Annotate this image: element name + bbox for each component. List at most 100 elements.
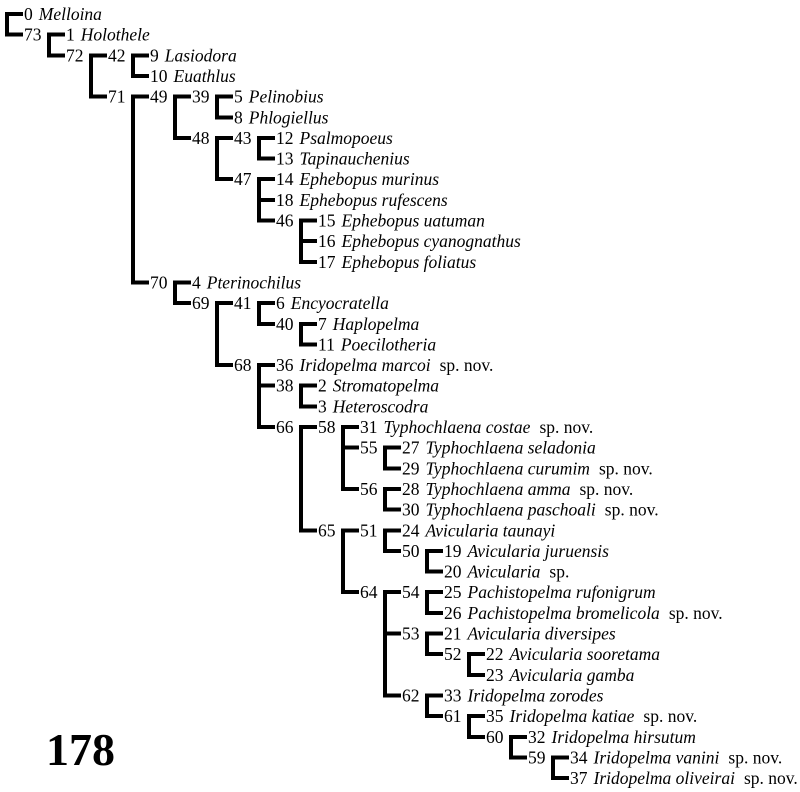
branch-line (257, 197, 275, 202)
branch-line (383, 590, 401, 595)
clade-bracket-41 (257, 301, 261, 326)
taxon-suffix: sp. nov. (599, 458, 653, 478)
taxon-name: Pterinochilus (206, 272, 301, 292)
branch-line (215, 135, 233, 140)
tip-number: 11 (318, 334, 335, 354)
tip-number: 23 (486, 665, 504, 685)
tip-number: 27 (402, 438, 420, 458)
tip-label-32: 32 Iridopelma hirsutum (528, 727, 696, 747)
branch-line (131, 280, 149, 285)
tip-label-10: 10 Euathlus (150, 66, 236, 86)
taxon-name: Ephebopus murinus (299, 169, 440, 189)
tip-number: 12 (276, 128, 294, 148)
branch-line (173, 301, 191, 306)
branch-line (299, 259, 317, 264)
clade-bracket-48 (215, 135, 219, 182)
node-label-54: 54 (402, 582, 420, 602)
tip-label-16: 16 Ephebopus cyanognathus (318, 231, 521, 251)
branch-line (383, 466, 401, 471)
taxon-name: Poecilotheria (340, 334, 437, 354)
branch-line (425, 631, 443, 636)
taxon-name: Typhochlaena amma (426, 479, 571, 499)
clade-bracket-42 (131, 53, 135, 78)
clade-bracket-49 (173, 94, 177, 140)
clade-bracket-70 (173, 280, 177, 306)
node-label-73: 73 (24, 25, 42, 45)
branch-line (551, 776, 569, 781)
tip-number: 2 (318, 376, 327, 396)
node-label-69: 69 (192, 293, 210, 313)
branch-line (299, 383, 317, 388)
clade-bracket-40 (299, 321, 303, 347)
branch-line (299, 342, 317, 347)
node-label-56: 56 (360, 479, 378, 499)
tip-number: 0 (24, 4, 33, 24)
taxon-name: Iridopelma vanini (593, 747, 720, 767)
branch-line (341, 445, 359, 450)
branch-line (467, 714, 485, 719)
clade-bracket-39 (215, 94, 219, 120)
tip-number: 3 (318, 396, 327, 416)
node-label-51: 51 (360, 520, 378, 540)
taxon-name: Typhochlaena costae (384, 417, 531, 437)
branch-line (425, 652, 443, 657)
tip-label-19: 19 Avicularia juruensis (444, 541, 609, 561)
clade-bracket-71 (131, 94, 135, 285)
branch-line (383, 528, 401, 533)
node-label-46: 46 (276, 211, 294, 231)
node-label-59: 59 (528, 747, 546, 767)
branch-line (131, 53, 149, 58)
clade-bracket-62 (425, 693, 429, 719)
branch-line (215, 363, 233, 368)
tip-number: 17 (318, 252, 336, 272)
tip-label-4: 4 Pterinochilus (192, 272, 301, 292)
branch-line (173, 135, 191, 140)
taxon-name: Typhochlaena curumim (426, 458, 590, 478)
tip-label-14: 14 Ephebopus murinus (276, 169, 439, 189)
branch-line (215, 301, 233, 306)
branch-line (425, 693, 443, 698)
taxon-name: Typhochlaena paschoali (426, 500, 596, 520)
taxon-name: Ephebopus foliatus (341, 252, 477, 272)
taxon-name: Avicularia juruensis (467, 541, 610, 561)
tip-label-12: 12 Psalmopoeus (276, 128, 393, 148)
branch-line (257, 321, 275, 326)
taxon-suffix: sp. nov. (440, 355, 494, 375)
branch-line (215, 115, 233, 120)
clade-bracket-61 (467, 714, 471, 739)
branch-line (425, 610, 443, 615)
branch-line (299, 321, 317, 326)
branch-line (383, 486, 401, 491)
taxon-suffix: sp. nov. (728, 747, 782, 767)
taxon-name: Melloina (38, 4, 102, 24)
taxon-name: Encyocratella (290, 293, 389, 313)
tip-number: 35 (486, 706, 504, 726)
node-label-68: 68 (234, 355, 252, 375)
branch-line (425, 548, 443, 553)
clade-bracket-53 (425, 631, 429, 657)
branch-line (425, 590, 443, 595)
tip-label-28: 28 Typhochlaena amma sp. nov. (402, 479, 633, 499)
branch-line (383, 548, 401, 553)
tip-label-36: 36 Iridopelma marcoi sp. nov. (276, 355, 493, 375)
taxon-suffix: sp. (549, 562, 569, 582)
node-label-42: 42 (108, 45, 126, 65)
node-label-62: 62 (402, 685, 420, 705)
branch-line (89, 53, 107, 58)
tip-number: 13 (276, 149, 294, 169)
clade-bracket-55 (383, 445, 387, 471)
branch-line (383, 693, 401, 698)
tip-number: 6 (276, 293, 285, 313)
tip-number: 18 (276, 190, 294, 210)
branch-line (509, 734, 527, 739)
taxon-name: Avicularia (467, 562, 541, 582)
tip-label-31: 31 Typhochlaena costae sp. nov. (360, 417, 593, 437)
tip-label-7: 7 Haplopelma (318, 314, 420, 334)
taxon-name: Avicularia gamba (509, 665, 635, 685)
tip-number: 14 (276, 169, 294, 189)
node-label-55: 55 (360, 438, 378, 458)
node-label-71: 71 (108, 87, 126, 107)
branch-line (341, 425, 359, 429)
